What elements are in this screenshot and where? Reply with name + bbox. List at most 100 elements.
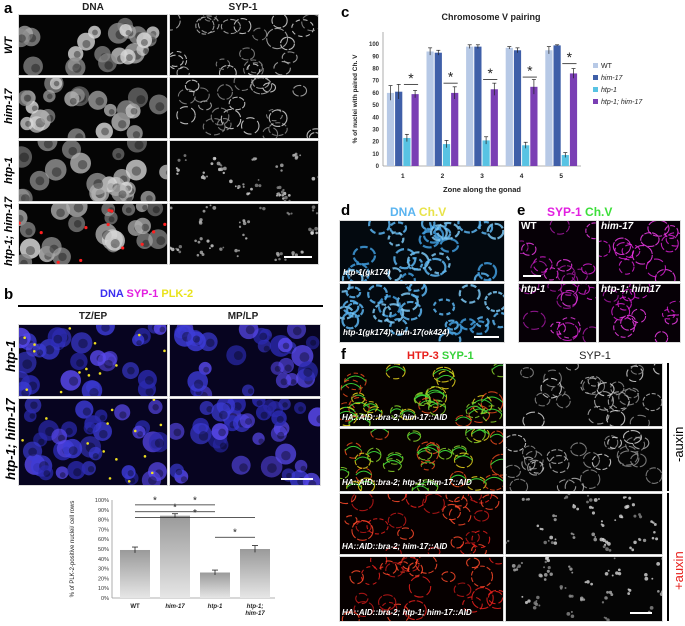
- panel-a-scale-bar: [284, 256, 312, 258]
- panel-a-him17-syp1: [169, 77, 319, 139]
- cchart-bar: [403, 137, 411, 166]
- cchart-sig-star: *: [448, 69, 454, 85]
- cchart-xtick: 4: [520, 173, 524, 180]
- panel-f-syp1-title: SYP-1: [579, 350, 611, 362]
- cchart-legend-label: him-17: [601, 75, 624, 82]
- panel-d-htp1him17-image: [339, 283, 505, 343]
- cchart-ytick: 0: [376, 164, 380, 170]
- cchart-bar: [569, 73, 578, 166]
- cchart-xtick: 2: [441, 173, 445, 180]
- panel-a-wt-dna: [18, 14, 168, 76]
- bchart-ytick: 100%: [95, 498, 109, 504]
- cchart-xlabel: Zone along the gonad: [443, 185, 521, 194]
- cchart-legend-swatch: [593, 87, 598, 92]
- cchart-bar: [434, 52, 442, 166]
- bchart-ytick: 10%: [98, 586, 109, 592]
- bchart-sig-star: *: [193, 508, 197, 519]
- panel-e-cell-htp1him17: htp-1; him17: [601, 284, 661, 295]
- bchart-ytick: 20%: [98, 576, 109, 582]
- cchart-bar: [490, 89, 498, 166]
- panel-f-legend-syp1: SYP-1: [441, 350, 474, 362]
- bchart-ytick: 90%: [98, 508, 109, 514]
- panel-f-row4-syp1: [505, 556, 663, 622]
- bchart-category-label: him-17: [245, 611, 265, 617]
- panel-b-htp1-mplp: [169, 324, 321, 397]
- panel-e-cell-htp1: htp-1: [521, 284, 546, 295]
- panel-d-htp1-image: [339, 220, 505, 282]
- panel-e-wt-image: [518, 220, 597, 282]
- panel-f-row1-syp1: [505, 363, 663, 427]
- panel-b-bar-chart: 0% 10% 20% 30% 40% 50% 60% 70% 80% 90% 100% % of PL…: [70, 495, 275, 617]
- panel-f-plus-auxin-label: +auxin: [671, 551, 685, 590]
- cchart-legend-label: htp-1: [601, 87, 617, 94]
- panel-f-row4-merge: [339, 556, 504, 622]
- panel-a-dna-title: DNA: [82, 2, 104, 13]
- cchart-legend-swatch: [593, 99, 598, 104]
- panel-f-row4-label: HA::AID::bra-2; htp-1; him-17::AID: [342, 608, 472, 617]
- panel-b-row-htp1him17: htp-1; him-17: [3, 398, 18, 480]
- bchart-category-label: htp-1: [208, 604, 223, 610]
- bchart-ytick: 80%: [98, 518, 109, 524]
- cchart-bar: [466, 46, 474, 167]
- panel-a-letter: a: [4, 0, 13, 17]
- panel-f-row2-merge: [339, 428, 504, 492]
- panel-b-htp1him17-mplp: [169, 398, 321, 486]
- cchart-bar: [451, 92, 459, 166]
- panel-a-syp1-title: SYP-1: [228, 2, 258, 13]
- panel-b-legend: DNA SYP-1 PLK-2: [100, 288, 193, 300]
- cchart-sig-star: *: [487, 65, 493, 81]
- cchart-bar: [442, 144, 451, 166]
- cchart-bar: [545, 50, 553, 166]
- cchart-bar: [530, 86, 538, 166]
- cchart-ytick: 20: [372, 140, 379, 146]
- panel-d-scale-bar: [474, 336, 499, 338]
- bchart-ytick: 40%: [98, 557, 109, 563]
- panel-e-legend: SYP-1 Ch.V: [547, 205, 612, 219]
- panel-a-row-htp1: htp-1: [3, 157, 15, 184]
- panel-a-wt-syp1: [169, 14, 319, 76]
- panel-c-bar-chart: Chromosome V pairing 0 10 20 30 40 50 60 70 80 90 1…: [352, 12, 643, 194]
- bchart-ytick: 70%: [98, 527, 109, 533]
- cchart-sig-star: *: [527, 63, 533, 79]
- panel-b-divider-line: [18, 305, 323, 307]
- bchart-ytick: 0%: [101, 596, 109, 602]
- cchart-bar: [513, 50, 522, 166]
- bchart-category-label: WT: [130, 604, 140, 610]
- cchart-bar: [482, 140, 490, 166]
- panel-e-legend-chv: Ch.V: [585, 205, 613, 219]
- cchart-ytick: 70: [372, 79, 379, 85]
- cchart-ytick: 30: [372, 127, 379, 133]
- bchart-category-label: htp-1;: [247, 604, 264, 610]
- cchart-ytick: 100: [369, 42, 380, 48]
- panel-f-minus-auxin-label: -auxin: [671, 426, 685, 462]
- cchart-ylabel: % of nuclei with paired Ch. V: [352, 54, 359, 144]
- panel-b-letter: b: [4, 286, 14, 303]
- panel-e-htp1-image: [518, 283, 597, 343]
- bchart-ylabel: % of PLK-2-positive nuclei/ cell rows: [70, 501, 76, 598]
- panel-e-cell-wt: WT: [521, 221, 537, 232]
- panel-a-htp1him17-syp1: [169, 203, 319, 265]
- cchart-legend-swatch: [593, 75, 598, 80]
- panel-b-tzep-title: TZ/EP: [78, 311, 108, 322]
- cchart-legend-label: WT: [601, 63, 613, 70]
- cchart-sig-star: *: [567, 49, 573, 65]
- panel-f-letter: f: [341, 346, 346, 363]
- panel-f-row3-syp1: [505, 493, 663, 555]
- cchart-bar: [386, 92, 395, 166]
- panel-a-htp1him17-dna: [18, 203, 168, 265]
- panel-f-plus-auxin-bracket: [667, 493, 669, 621]
- bchart-sig-star: *: [173, 502, 177, 513]
- panel-a-row-htp1him17: htp-1; him-17: [3, 196, 15, 266]
- panel-e-letter: e: [517, 202, 526, 219]
- panel-f-scale-bar: [630, 612, 652, 614]
- panel-d-letter: d: [341, 202, 351, 219]
- bchart-ytick: 60%: [98, 537, 109, 543]
- cchart-ytick: 90: [372, 54, 379, 60]
- panel-e-legend-syp: SYP-1: [547, 205, 582, 219]
- bchart-category-label: him-17: [165, 604, 185, 610]
- panel-a-htp1-syp1: [169, 140, 319, 202]
- cchart-legend-swatch: [593, 63, 598, 68]
- cchart-bar: [522, 145, 530, 166]
- panel-e-him17-image: [598, 220, 681, 282]
- cchart-bar: [474, 46, 482, 167]
